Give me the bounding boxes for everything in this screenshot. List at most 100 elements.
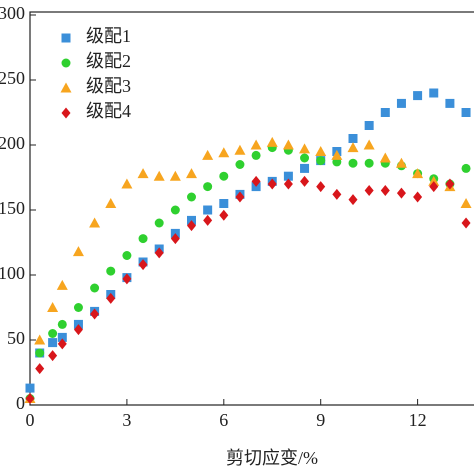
point [187, 220, 196, 232]
point [460, 198, 472, 208]
point [332, 188, 342, 200]
point [170, 233, 180, 245]
y-tick-label: 50 [7, 328, 25, 348]
x-axis-label: 剪切应变/% [226, 448, 318, 468]
point [363, 139, 375, 150]
point [73, 324, 83, 336]
point [413, 91, 423, 101]
point [445, 178, 455, 190]
point [316, 156, 326, 166]
point [61, 58, 71, 68]
point [266, 136, 278, 147]
point [300, 163, 310, 173]
point [61, 107, 71, 119]
y-tick-label: 250 [0, 68, 25, 88]
point [72, 246, 84, 257]
point [202, 149, 214, 160]
point [219, 199, 229, 208]
y-tick-label: 100 [0, 263, 25, 283]
legend-label: 级配4 [86, 101, 131, 121]
y-tick-label: 200 [0, 133, 25, 153]
point [35, 363, 45, 375]
point [429, 88, 439, 98]
x-tick-label: 0 [26, 410, 35, 430]
point [48, 338, 58, 348]
point [316, 181, 326, 193]
point [364, 158, 374, 168]
y-tick-label: 300 [0, 3, 25, 23]
point [186, 168, 197, 179]
point [251, 150, 261, 160]
point [48, 350, 58, 362]
x-tick-label: 12 [409, 410, 427, 430]
point [106, 292, 116, 304]
point [169, 170, 181, 181]
point [154, 218, 164, 228]
point [203, 182, 213, 192]
point [57, 319, 67, 329]
point [413, 191, 423, 203]
point [380, 185, 390, 196]
point [34, 334, 46, 345]
point [121, 178, 133, 189]
point [331, 149, 343, 160]
point [364, 185, 374, 196]
point [234, 144, 246, 155]
legend-label: 级配2 [86, 51, 131, 71]
point [235, 191, 245, 203]
point [89, 217, 101, 228]
point [105, 198, 117, 208]
point [461, 163, 471, 173]
point [90, 308, 100, 320]
point [283, 178, 293, 190]
legend-label: 级配3 [86, 76, 131, 96]
point [348, 158, 358, 168]
point [106, 266, 116, 276]
point [412, 168, 424, 179]
point [218, 147, 230, 158]
point [461, 108, 471, 117]
point [56, 279, 68, 290]
point [35, 348, 45, 358]
plot-frame [29, 11, 474, 406]
point [73, 303, 83, 312]
point [122, 251, 132, 260]
point [282, 139, 294, 150]
point [219, 171, 229, 181]
x-tick-label: 6 [219, 410, 228, 430]
point [57, 332, 67, 342]
point [445, 98, 455, 108]
point [250, 139, 262, 150]
point [153, 170, 165, 181]
point [138, 259, 148, 271]
point [138, 234, 148, 244]
point [60, 82, 72, 93]
point [461, 217, 471, 229]
point [348, 134, 358, 143]
point [300, 175, 310, 187]
point [396, 98, 406, 108]
point [137, 168, 149, 179]
point [299, 143, 311, 154]
point [396, 187, 406, 199]
point [379, 152, 391, 163]
point [90, 283, 100, 293]
point [219, 209, 229, 221]
point [315, 146, 327, 156]
point [364, 121, 374, 130]
x-tick-label: 9 [316, 410, 325, 430]
legend-label: 级配1 [86, 26, 131, 46]
point [61, 33, 71, 43]
y-tick-label: 0 [16, 393, 25, 413]
point [47, 302, 59, 312]
point [154, 247, 164, 259]
y-tick-label: 150 [0, 198, 25, 218]
point [25, 393, 35, 404]
point [203, 214, 213, 226]
point [267, 178, 277, 190]
point [122, 273, 132, 285]
point [48, 329, 58, 338]
point [347, 142, 359, 153]
point [187, 192, 196, 202]
